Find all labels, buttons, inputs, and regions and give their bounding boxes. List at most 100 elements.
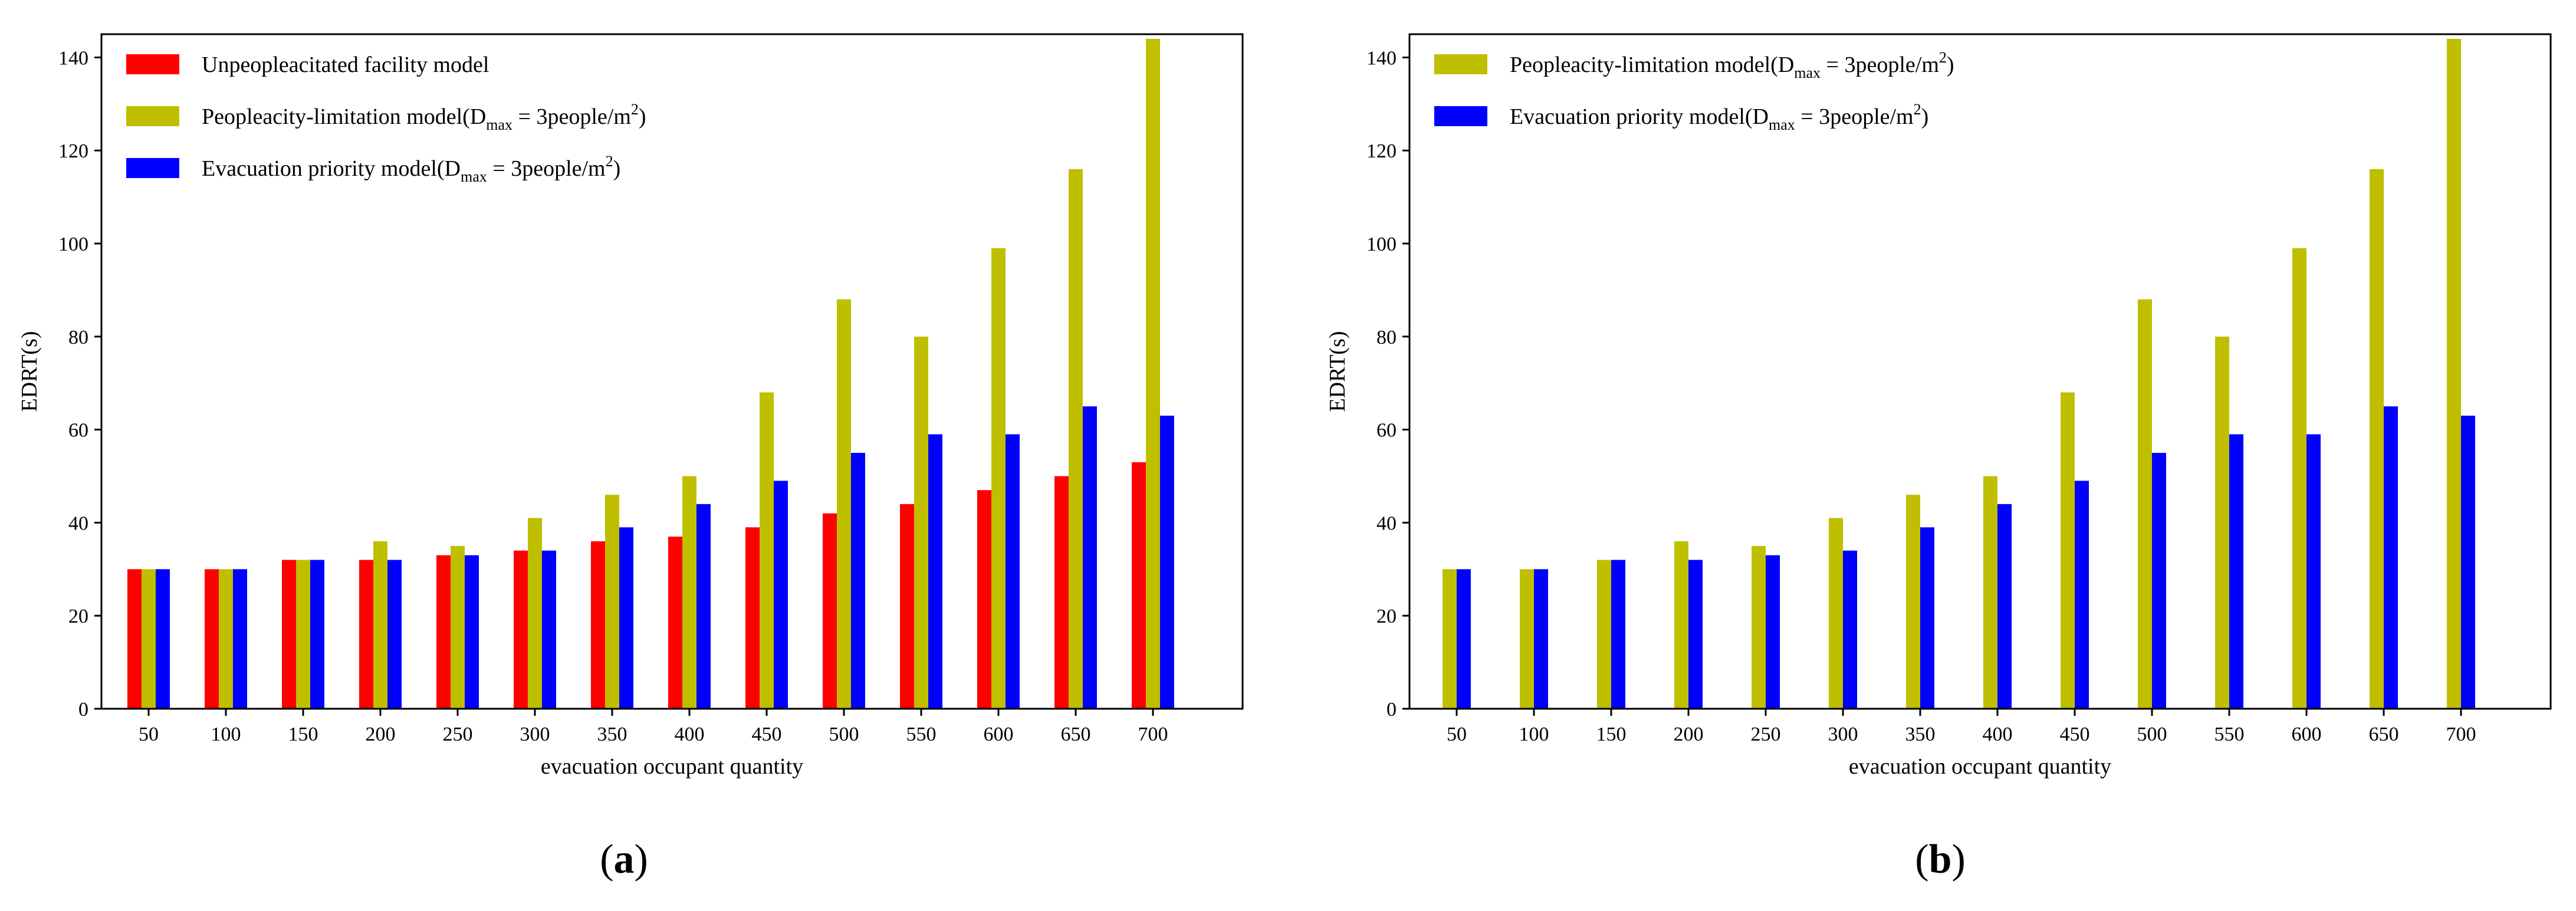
x-tick-label: 500 [829, 723, 859, 745]
bar-unpeopleacitated-facilit-250 [436, 555, 451, 709]
bar-evacuation-priority-mode-600 [2306, 434, 2321, 709]
bar-peopleacity-limitation-m-300 [528, 518, 542, 709]
legend-swatch [126, 54, 179, 74]
bar-evacuation-priority-mode-400 [1997, 504, 2012, 709]
x-tick-label: 550 [2214, 723, 2245, 745]
bar-evacuation-priority-mode-250 [1766, 555, 1780, 709]
bar-peopleacity-limitation-m-250 [451, 545, 465, 709]
bar-evacuation-priority-mode-50 [156, 569, 170, 709]
bar-evacuation-priority-mode-50 [1457, 569, 1471, 709]
x-tick-label: 150 [1596, 723, 1627, 745]
bar-peopleacity-limitation-m-700 [1146, 38, 1160, 709]
bar-unpeopleacitated-facilit-550 [900, 504, 914, 709]
x-tick-label: 450 [2060, 723, 2090, 745]
x-tick-label: 400 [675, 723, 705, 745]
y-tick-label: 20 [1376, 606, 1397, 627]
x-tick-label: 650 [2369, 723, 2399, 745]
panel-label: (a) [600, 837, 648, 882]
x-tick-label: 100 [211, 723, 241, 745]
bar-peopleacity-limitation-m-350 [605, 495, 619, 709]
bar-evacuation-priority-mode-150 [310, 560, 324, 709]
legend: Peopleacity-limitation model(Dmax = 3peo… [1434, 49, 1954, 133]
y-tick-label: 40 [1376, 512, 1397, 534]
bar-peopleacity-limitation-m-50 [1443, 569, 1457, 709]
x-axis: 50 100 150 200 250 300 350 400 450 500 550 600 650 70… [1447, 709, 2476, 745]
x-tick-label: 600 [984, 723, 1014, 745]
y-axis: 0 20 40 60 80 100 120 140 [1366, 47, 1409, 721]
bar-evacuation-priority-mode-100 [1534, 569, 1548, 709]
x-tick-label: 450 [752, 723, 782, 745]
bar-evacuation-priority-mode-450 [2075, 481, 2089, 709]
bar-evacuation-priority-mode-300 [542, 550, 556, 709]
x-tick-label: 700 [2446, 723, 2476, 745]
plot-frame [1408, 33, 2552, 710]
x-tick-label: 150 [288, 723, 318, 745]
legend-label: Evacuation priority model(Dmax = 3people… [202, 153, 620, 185]
bar-peopleacity-limitation-m-650 [1069, 169, 1083, 709]
bar-unpeopleacitated-facilit-600 [977, 490, 991, 709]
y-tick-label: 80 [1376, 327, 1397, 348]
bar-peopleacity-limitation-m-600 [991, 248, 1006, 709]
bar-evacuation-priority-mode-650 [1083, 406, 1097, 709]
y-axis-label: EDRT(s) [1325, 331, 1350, 412]
bar-peopleacity-limitation-m-50 [142, 569, 156, 709]
bar-peopleacity-limitation-m-550 [914, 336, 928, 709]
y-tick-label: 20 [68, 606, 88, 627]
bar-peopleacity-limitation-m-200 [1674, 541, 1688, 709]
bar-evacuation-priority-mode-400 [696, 504, 711, 709]
legend-label: Peopleacity-limitation model(Dmax = 3peo… [1510, 49, 1954, 81]
bar-unpeopleacitated-facilit-50 [127, 569, 142, 709]
bar-peopleacity-limitation-m-700 [2447, 38, 2461, 709]
x-tick-label: 250 [1751, 723, 1781, 745]
bar-peopleacity-limitation-m-500 [837, 299, 851, 709]
legend-label: Evacuation priority model(Dmax = 3people… [1510, 101, 1928, 133]
bar-peopleacity-limitation-m-350 [1906, 495, 1920, 709]
bar-unpeopleacitated-facilit-650 [1054, 476, 1069, 709]
chart-panel-b: 0 20 40 60 80 100 120 140 50 100 150 200 250 300 350 40… [1325, 33, 2552, 882]
y-axis: 0 20 40 60 80 100 120 140 [58, 47, 101, 721]
x-tick-label: 650 [1061, 723, 1091, 745]
bar-peopleacity-limitation-m-550 [2215, 336, 2229, 709]
bar-unpeopleacitated-facilit-200 [359, 560, 373, 709]
bar-evacuation-priority-mode-250 [465, 555, 479, 709]
y-tick-label: 40 [68, 512, 88, 534]
legend: Unpeopleacitated facility model Peopleaci… [126, 52, 646, 185]
bar-peopleacity-limitation-m-250 [1752, 545, 1766, 709]
bar-evacuation-priority-mode-500 [2152, 453, 2166, 709]
x-axis-label: evacuation occupant quantity [1849, 754, 2111, 779]
bars [1443, 38, 2475, 709]
bar-peopleacity-limitation-m-100 [1520, 569, 1534, 709]
bar-evacuation-priority-mode-200 [1688, 560, 1703, 709]
legend-swatch [1434, 54, 1487, 74]
x-tick-label: 200 [1674, 723, 1704, 745]
bar-evacuation-priority-mode-650 [2384, 406, 2398, 709]
bar-evacuation-priority-mode-150 [1611, 560, 1625, 709]
y-tick-label: 140 [58, 47, 88, 69]
chart-panel-a: 0 20 40 60 80 100 120 140 50 100 150 200 250 300 350 40… [17, 33, 1244, 882]
legend-swatch [126, 106, 179, 126]
x-axis-label: evacuation occupant quantity [541, 754, 803, 779]
bar-peopleacity-limitation-m-100 [219, 569, 233, 709]
panel-label: (b) [1915, 837, 1966, 882]
bar-evacuation-priority-mode-200 [387, 560, 402, 709]
bar-evacuation-priority-mode-500 [851, 453, 865, 709]
bars [127, 38, 1174, 709]
bar-evacuation-priority-mode-100 [233, 569, 247, 709]
y-tick-label: 100 [58, 233, 88, 255]
bar-unpeopleacitated-facilit-500 [823, 513, 837, 709]
y-tick-label: 120 [58, 140, 88, 162]
legend-label: Peopleacity-limitation model(Dmax = 3peo… [202, 101, 646, 133]
y-tick-label: 80 [68, 327, 88, 348]
y-axis-label: EDRT(s) [17, 331, 42, 412]
x-tick-label: 550 [906, 723, 937, 745]
legend-swatch [126, 158, 179, 178]
x-tick-label: 50 [1447, 723, 1467, 745]
bar-evacuation-priority-mode-300 [1843, 550, 1857, 709]
bar-unpeopleacitated-facilit-350 [591, 541, 605, 709]
bar-evacuation-priority-mode-550 [928, 434, 942, 709]
bar-peopleacity-limitation-m-200 [373, 541, 387, 709]
bar-peopleacity-limitation-m-150 [296, 560, 310, 709]
bar-peopleacity-limitation-m-650 [2370, 169, 2384, 709]
legend-label: Unpeopleacitated facility model [202, 52, 489, 77]
